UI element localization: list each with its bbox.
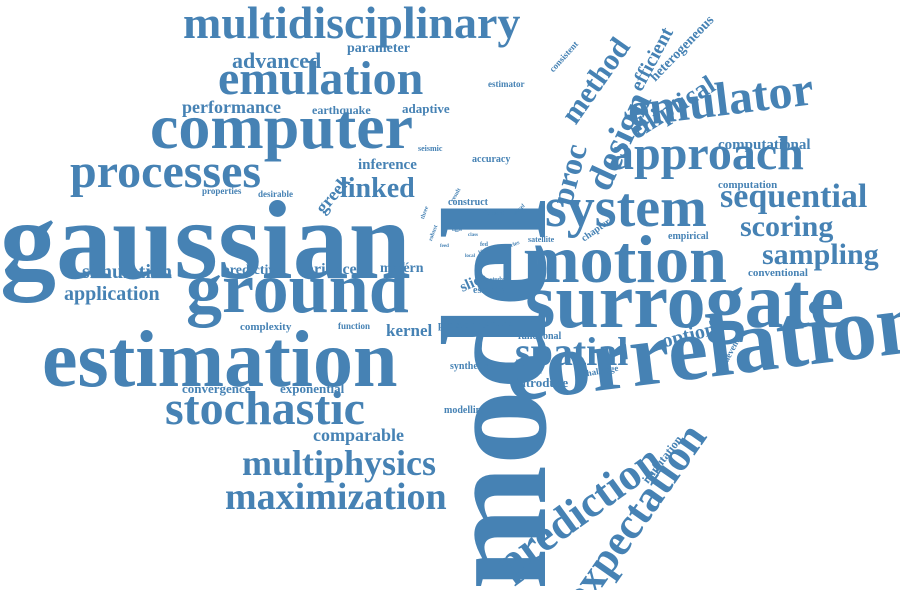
word-computational: computational — [718, 137, 811, 153]
word-function: function — [338, 321, 371, 331]
word-earthquake: earthquake — [312, 103, 371, 117]
word-variance: variance — [298, 261, 357, 278]
word-procedure: procedure — [438, 319, 486, 331]
word-construct: construct — [448, 197, 488, 208]
word-predictive: predictive — [222, 263, 282, 278]
word-multidisciplinary: multidisciplinary — [183, 0, 521, 48]
word-ground: ground — [186, 248, 409, 328]
word-seismic: seismic — [418, 144, 443, 153]
word-comparable: comparable — [313, 425, 404, 445]
word-matern: matérn — [380, 261, 424, 276]
word-satellite: satellite — [528, 235, 555, 244]
word-dgps: dgps — [452, 228, 463, 233]
word-parameter: parameter — [347, 41, 410, 56]
word-scoring: scoring — [740, 210, 834, 243]
word-multiphysics: multiphysics — [242, 443, 437, 483]
word-application: application — [64, 283, 160, 305]
word-modelling: modelling — [444, 405, 487, 416]
word-system: system — [545, 177, 707, 239]
word-estimator: estimator — [488, 79, 525, 89]
word-sampling: sampling — [762, 238, 879, 271]
word-synthetic: synthetic — [450, 361, 489, 372]
word-via: via — [478, 250, 485, 255]
word-emulation: emulation — [218, 52, 424, 105]
word-desirable: desirable — [258, 189, 293, 199]
word-estimation: estimation — [42, 316, 398, 404]
word-advanced: advanced — [232, 48, 322, 73]
word-convergence: convergence — [182, 381, 251, 396]
word-conventional: conventional — [748, 267, 808, 279]
word-simulation: simulation — [82, 261, 173, 283]
word-gaussian: gaussian — [0, 179, 411, 303]
word-linked: linked — [340, 173, 415, 204]
word-kernel: kernel — [386, 321, 433, 340]
word-essential: essential — [473, 285, 510, 296]
word-accuracy: accuracy — [472, 154, 511, 165]
word-fed: fed — [480, 242, 488, 248]
word-maximization: maximization — [225, 476, 447, 518]
word-performance: performance — [182, 97, 281, 117]
word-study: study — [490, 277, 505, 283]
word-sequential: sequential — [720, 178, 868, 215]
word-processes: processes — [70, 145, 262, 198]
word-motion: motion — [523, 221, 727, 297]
word-introduce: introduce — [515, 375, 569, 390]
word-emulate: emulate — [486, 319, 514, 328]
word-spatial: spatial — [515, 329, 629, 374]
word-local: local — [465, 254, 475, 259]
word-consistent: consistent — [547, 39, 581, 75]
word-class: class — [468, 233, 478, 238]
word-computation: computation — [718, 179, 778, 191]
word-inference: inference — [358, 157, 417, 173]
word-surrogate: surrogate — [525, 257, 845, 344]
word-closed: closed — [487, 209, 506, 217]
word-complexity: complexity — [240, 321, 292, 333]
word-empirical: empirical — [668, 231, 709, 242]
word-properties: properties — [202, 186, 242, 196]
word-approach: approach — [610, 127, 804, 180]
word-functional: functional — [518, 331, 562, 342]
word-stochastic: stochastic — [165, 382, 365, 435]
word-adaptive: adaptive — [402, 101, 450, 116]
word-computer: computer — [150, 91, 414, 162]
word-exponential: exponential — [280, 381, 345, 396]
word-feed: feed — [440, 244, 449, 249]
